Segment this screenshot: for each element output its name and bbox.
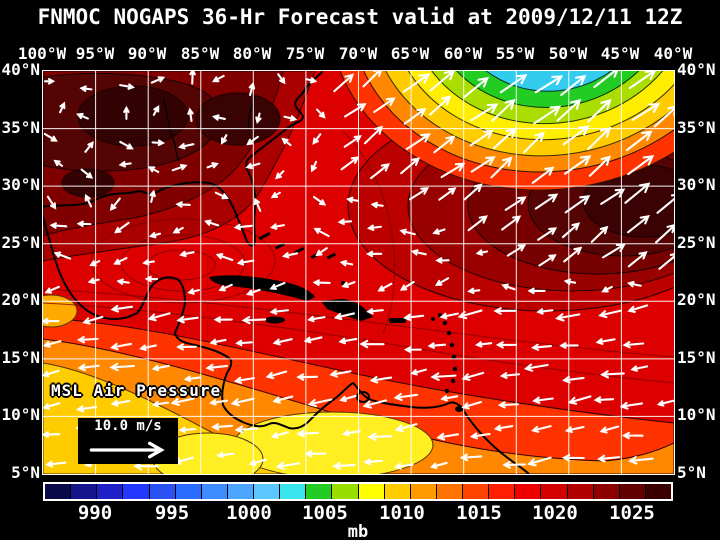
lat-label: 35°N: [677, 118, 716, 137]
islands: [209, 231, 463, 412]
field-label: MSL Air Pressure: [51, 381, 222, 400]
colorbar-unit: mb: [347, 522, 369, 540]
lon-label: 75°W: [285, 44, 325, 63]
colorbar-segment: [227, 484, 254, 499]
lon-label: 60°W: [443, 44, 483, 63]
wind-vector-field: [43, 71, 674, 471]
colorbar-segment: [123, 484, 150, 499]
colorbar-tick: 995: [154, 502, 190, 524]
colorbar-tick: 1025: [609, 502, 655, 524]
lat-label: 25°N: [1, 233, 40, 252]
colorbar-tick: 1010: [379, 502, 425, 524]
lon-label: 65°W: [390, 44, 430, 63]
lon-label: 85°W: [180, 44, 220, 63]
colorbar-segment: [436, 484, 463, 499]
lon-label: 80°W: [232, 44, 272, 63]
map-canvas: MSL Air Pressure 10.0 m/s: [42, 70, 675, 475]
colorbar-segment: [384, 484, 411, 499]
lat-label: 20°N: [1, 290, 40, 309]
lat-label: 40°N: [677, 60, 716, 79]
colorbar-tick: 990: [77, 502, 113, 524]
page-title: FNMOC NOGAPS 36-Hr Forecast valid at 200…: [37, 5, 683, 29]
colorbar-segment: [463, 484, 490, 499]
colorbar-segment: [410, 484, 437, 499]
colorbar-tick: 1000: [226, 502, 272, 524]
lon-label: 40°W: [653, 44, 693, 63]
colorbar-segment: [45, 484, 72, 499]
colorbar-tick: 1015: [456, 502, 502, 524]
colorbar-segment: [358, 484, 385, 499]
wind-scale-arrow-icon: [89, 441, 165, 459]
colorbar-tick: 1020: [532, 502, 578, 524]
lon-label: 95°W: [75, 44, 115, 63]
lat-label: 5°N: [11, 463, 40, 482]
colorbar-segment: [71, 484, 98, 499]
wind-scale-value: 10.0 m/s: [94, 418, 162, 434]
lat-label: 5°N: [677, 463, 706, 482]
pressure-wind-map: [43, 71, 674, 474]
colorbar-segment: [567, 484, 594, 499]
lon-label: 55°W: [495, 44, 535, 63]
colorbar-segment: [254, 484, 281, 499]
lon-label: 70°W: [338, 44, 378, 63]
lon-label: 90°W: [127, 44, 167, 63]
lat-label: 25°N: [677, 233, 716, 252]
colorbar-segment: [201, 484, 228, 499]
colorbar: [43, 482, 673, 501]
colorbar-segment: [149, 484, 176, 499]
lat-label: 30°N: [1, 175, 40, 194]
colorbar-segment: [645, 484, 671, 499]
lon-label: 45°W: [600, 44, 640, 63]
lon-label: 100°W: [17, 44, 67, 63]
colorbar-segment: [97, 484, 124, 499]
colorbar-segment: [541, 484, 568, 499]
lat-label: 40°N: [1, 60, 40, 79]
colorbar-segment: [332, 484, 359, 499]
wind-scale-legend: 10.0 m/s: [78, 418, 178, 464]
colorbar-tick: 1005: [302, 502, 348, 524]
lat-label: 10°N: [677, 405, 716, 424]
colorbar-segment: [593, 484, 620, 499]
lat-label: 15°N: [677, 348, 716, 367]
colorbar-segment: [306, 484, 333, 499]
isobar-contours: [43, 130, 674, 384]
lat-label: 10°N: [1, 405, 40, 424]
colorbar-segment: [489, 484, 516, 499]
lat-label: 15°N: [1, 348, 40, 367]
colorbar-segment: [515, 484, 542, 499]
colorbar-segment: [280, 484, 307, 499]
colorbar-segment: [619, 484, 646, 499]
lat-label: 20°N: [677, 290, 716, 309]
lon-label: 50°W: [548, 44, 588, 63]
lat-label: 30°N: [677, 175, 716, 194]
colorbar-segment: [175, 484, 202, 499]
lat-label: 35°N: [1, 118, 40, 137]
